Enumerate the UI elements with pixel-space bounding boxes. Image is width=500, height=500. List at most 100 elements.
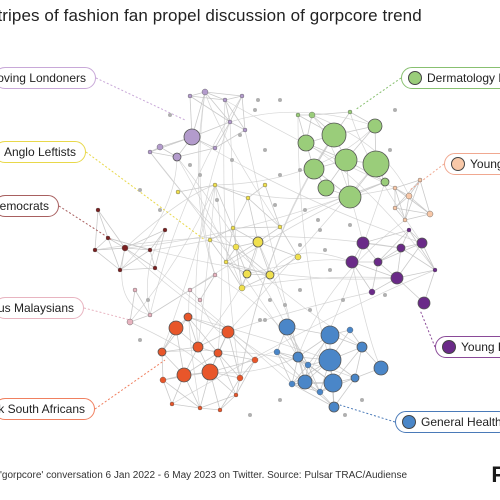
edge [396, 269, 436, 279]
edge [219, 394, 237, 411]
node-anglo [277, 224, 283, 230]
node-health [297, 374, 313, 390]
edge [124, 247, 151, 251]
node-derm [321, 122, 347, 148]
node-minor [316, 218, 320, 222]
node-anglo [242, 269, 252, 279]
node-safrica [169, 401, 175, 407]
edge [223, 99, 241, 379]
segment-label-health: General Healtho [395, 411, 500, 433]
edge [377, 247, 402, 263]
node-derm [380, 177, 390, 187]
edge [129, 314, 151, 323]
node-derm [338, 185, 362, 209]
edge [124, 229, 166, 249]
node-anglo [207, 237, 213, 243]
node-malay [132, 287, 138, 293]
edge [214, 184, 396, 200]
node-young1 [402, 217, 408, 223]
node-minor [198, 173, 202, 177]
edge [257, 241, 306, 383]
node-minor [138, 338, 142, 342]
node-malay [187, 287, 193, 293]
node-minor [168, 113, 172, 117]
node-young2 [406, 227, 412, 233]
node-young2 [416, 237, 428, 249]
node-derm [317, 179, 335, 197]
node-anglo [212, 182, 218, 188]
node-young2 [432, 267, 438, 273]
edge [232, 197, 249, 229]
node-young1 [426, 210, 434, 218]
node-minor [238, 133, 242, 137]
node-safrica [201, 363, 219, 381]
node-young2 [417, 296, 431, 310]
node-london [172, 152, 182, 162]
edge [291, 364, 309, 385]
edge [241, 276, 398, 289]
node-safrica [168, 320, 184, 336]
node-anglo [294, 253, 302, 261]
edge [239, 359, 256, 379]
node-london [201, 88, 209, 96]
node-london [183, 128, 201, 146]
node-minor [388, 148, 392, 152]
node-health [350, 373, 360, 383]
node-minor [258, 318, 262, 322]
node-young2 [390, 271, 404, 285]
edge [188, 289, 201, 409]
node-minor [308, 308, 312, 312]
node-anglo [175, 189, 181, 195]
node-young2 [368, 288, 376, 296]
source-footnote: 'gorpcore' conversation 6 Jan 2022 - 6 M… [0, 470, 408, 481]
edge [304, 181, 386, 383]
edge [246, 259, 353, 275]
edge [197, 91, 216, 276]
edge [162, 379, 201, 409]
node-health [373, 360, 389, 376]
edge [224, 95, 243, 101]
node-young2 [356, 236, 370, 250]
node-young2 [345, 255, 359, 269]
node-safrica [217, 407, 223, 413]
edge [219, 377, 241, 411]
edge [134, 289, 151, 316]
node-derm [367, 118, 383, 134]
edge [171, 403, 201, 409]
node-dem [117, 267, 123, 273]
node-london [222, 97, 228, 103]
edge [149, 289, 191, 316]
edge [404, 213, 431, 221]
edge [279, 181, 386, 228]
node-minor [298, 243, 302, 247]
edge [297, 219, 406, 358]
edge [229, 121, 246, 131]
edge [396, 242, 423, 279]
node-derm [362, 150, 390, 178]
edge [229, 121, 237, 248]
edge [177, 184, 216, 193]
edge [199, 407, 221, 411]
edge [227, 331, 241, 379]
segment-label-malay: ous Malaysians [0, 297, 84, 319]
node-health [328, 401, 340, 413]
edge [94, 237, 109, 251]
node-young1 [417, 177, 423, 183]
edge [214, 184, 234, 229]
leader-line [354, 77, 402, 111]
edge [175, 327, 185, 376]
node-dem [92, 247, 98, 253]
node-anglo [252, 236, 264, 248]
node-malay [197, 297, 203, 303]
edge [195, 121, 231, 348]
segment-dot [408, 71, 422, 85]
edge [247, 184, 266, 199]
node-minor [318, 228, 322, 232]
node-young1 [405, 192, 413, 200]
segment-label-young2: Young B [435, 336, 500, 358]
edge [217, 352, 241, 379]
edge [107, 237, 121, 271]
node-derm [303, 158, 325, 180]
node-minor [393, 108, 397, 112]
edge [291, 383, 335, 408]
